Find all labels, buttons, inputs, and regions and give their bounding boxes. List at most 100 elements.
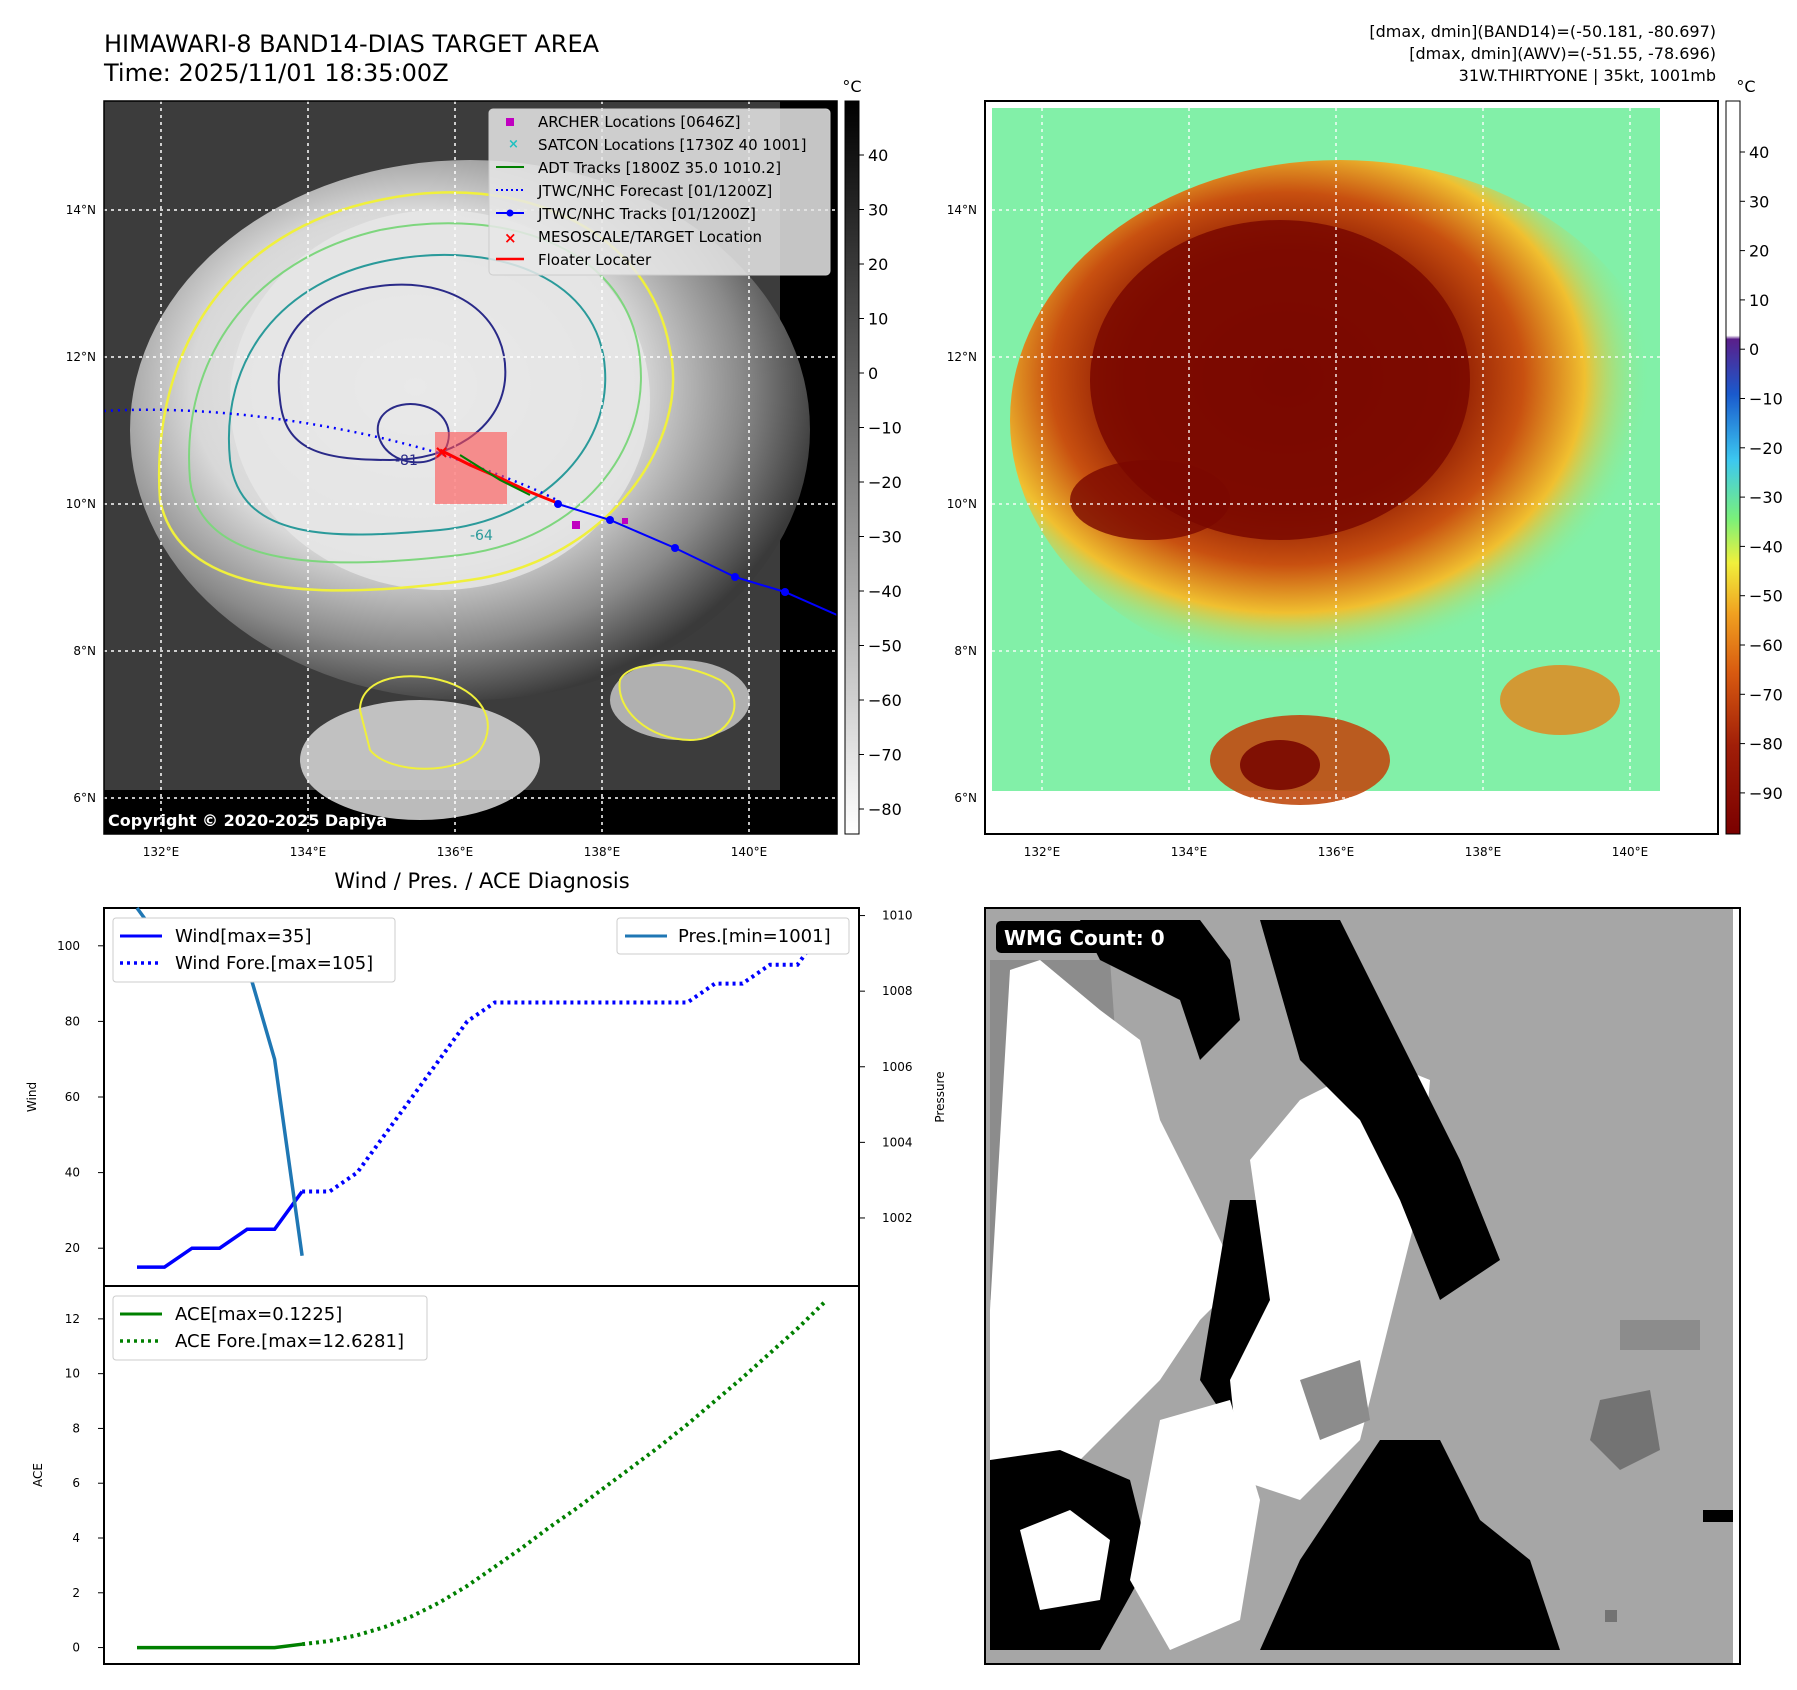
colorbar-right-tick: −80 xyxy=(1749,735,1783,754)
wmg-count-label: WMG Count: 0 xyxy=(1004,926,1165,950)
info-line-3: 31W.THIRTYONE | 35kt, 1001mb xyxy=(1459,66,1716,85)
figure-title: HIMAWARI-8 BAND14-DIAS TARGET AREA xyxy=(104,30,600,58)
map1-lat-tick-1: 14°N xyxy=(66,203,96,217)
legend-item-target: MESOSCALE/TARGET Location xyxy=(538,228,762,246)
colorbar-left-tick: −50 xyxy=(868,637,902,656)
info-line-2: [dmax, dmin](AWV)=(-51.55, -78.696) xyxy=(1409,44,1716,63)
colorbar-right-tick: −20 xyxy=(1749,439,1783,458)
legend-item-jtwc-forecast: JTWC/NHC Forecast [01/1200Z] xyxy=(537,182,772,200)
colorbar-left-unit: °C xyxy=(842,77,861,96)
colorbar-right: °C 40 30 20 10 0 −10 −20 −30 −40 −50 −60 −70 −80 −90 xyxy=(1725,77,1783,835)
wind-ytick: 80 xyxy=(65,1014,80,1028)
pres-ylabel: Pressure xyxy=(933,1071,947,1122)
colorbar-left-tick: 20 xyxy=(868,255,888,274)
map1-lon-tick-4: 138°E xyxy=(584,845,621,859)
wind-pres-panel: Wind Pressure 100 80 60 40 20 1010 1008 1006 10… xyxy=(25,906,947,1287)
pres-ytick: 1006 xyxy=(882,1060,913,1074)
contour-label-2: -64 xyxy=(470,528,493,544)
colorbar-right-tick: −60 xyxy=(1749,636,1783,655)
colorbar-right-tick: 40 xyxy=(1749,143,1769,162)
legend-wind: Wind[max=35] xyxy=(175,926,312,947)
colorbar-right-tick: 10 xyxy=(1749,291,1769,310)
colorbar-left-tick: −10 xyxy=(868,419,902,438)
colorbar-right-tick: −30 xyxy=(1749,488,1783,507)
diag-title: Wind / Pres. / ACE Diagnosis xyxy=(334,869,629,893)
pres-ytick: 1010 xyxy=(882,909,913,923)
colorbar-left-tick: 30 xyxy=(868,201,888,220)
colorbar-right-tick: −70 xyxy=(1749,685,1783,704)
pres-ytick: 1002 xyxy=(882,1211,913,1225)
ace-series-line-1 xyxy=(301,1300,827,1647)
map1-lat-tick-5: 6°N xyxy=(73,791,96,805)
map2-lat-tick-1: 14°N xyxy=(947,203,977,217)
map2-lat-tick-3: 10°N xyxy=(947,497,977,511)
ace-ytick: 6 xyxy=(72,1476,80,1490)
colorbar-left-tick: 40 xyxy=(868,146,888,165)
info-line-1: [dmax, dmin](BAND14)=(-50.181, -80.697) xyxy=(1369,22,1716,41)
colorbar-left-tick: −40 xyxy=(868,582,902,601)
colorbar-left-tick: −80 xyxy=(868,800,902,819)
map1-lat-tick-3: 10°N xyxy=(66,497,96,511)
map2-lon-tick-5: 140°E xyxy=(1612,845,1649,859)
colorbar-right-tick: 0 xyxy=(1749,340,1759,359)
map2-lon-tick-3: 136°E xyxy=(1318,845,1355,859)
map-legend: × × ARCHER Locations [0646Z] SATCON Loca… xyxy=(488,108,831,276)
ace-ylabel: ACE xyxy=(31,1463,45,1487)
ir-map-panel: -81 -64 × C xyxy=(66,100,838,859)
colorbar-left: °C 40 30 20 10 0 −10 −20 −30 −40 −50 −60 −70 −80 xyxy=(842,77,902,835)
colorbar-right-tick: −50 xyxy=(1749,587,1783,606)
legend-item-floater: Floater Locater xyxy=(538,251,652,269)
legend-wind-fore: Wind Fore.[max=105] xyxy=(175,953,373,974)
colorbar-right-tick: 20 xyxy=(1749,242,1769,261)
colorbar-right-tick: −10 xyxy=(1749,390,1783,409)
legend-ace-fore: ACE Fore.[max=12.6281] xyxy=(175,1331,404,1352)
archer-marker-2 xyxy=(622,518,628,524)
ace-ytick: 8 xyxy=(72,1421,80,1435)
ace-ytick: 4 xyxy=(72,1531,80,1545)
svg-text:×: × xyxy=(508,137,519,152)
wmg-panel: WMG Count: 0 xyxy=(984,907,1741,1665)
wind-ytick: 20 xyxy=(65,1241,80,1255)
colorbar-left-tick: −70 xyxy=(868,746,902,765)
colorbar-right-tick: 30 xyxy=(1749,192,1769,211)
colorbar-right-tick: −40 xyxy=(1749,537,1783,556)
copyright-label: Copyright © 2020-2025 Dapiya xyxy=(108,811,387,830)
contour-label-1: -81 xyxy=(395,453,418,469)
map2-lat-tick-2: 12°N xyxy=(947,350,977,364)
colorbar-left-tick: 0 xyxy=(868,364,878,383)
colorbar-right-tick: −90 xyxy=(1749,784,1783,803)
colorbar-left-tick: −20 xyxy=(868,473,902,492)
colorbar-left-tick: −30 xyxy=(868,528,902,547)
wind-ytick: 40 xyxy=(65,1166,80,1180)
map1-lat-tick-4: 8°N xyxy=(73,644,96,658)
color-map-panel: 132°E 134°E 136°E 138°E 140°E 14°N 12°N … xyxy=(947,100,1719,859)
legend-item-jtwc-tracks: JTWC/NHC Tracks [01/1200Z] xyxy=(537,205,756,223)
map1-lon-tick-1: 132°E xyxy=(143,845,180,859)
map2-lon-tick-1: 132°E xyxy=(1024,845,1061,859)
colorbar-left-tick: 10 xyxy=(868,310,888,329)
legend-item-adt: ADT Tracks [1800Z 35.0 1010.2] xyxy=(538,159,781,177)
legend-item-archer: ARCHER Locations [0646Z] xyxy=(538,113,741,131)
jtwc-track-line xyxy=(557,503,837,616)
map2-lat-tick-5: 6°N xyxy=(954,791,977,805)
ace-ytick: 10 xyxy=(65,1367,80,1381)
floater-locater-line xyxy=(439,448,556,504)
series-line-0 xyxy=(137,1190,304,1269)
legend-ace: ACE[max=0.1225] xyxy=(175,1304,342,1325)
colorbar-right-unit: °C xyxy=(1736,77,1755,96)
ace-panel: ACE 12 10 8 6 4 2 0 ACE[max=0.1225] ACE Fore.[… xyxy=(31,1285,860,1665)
pres-ytick: 1008 xyxy=(882,984,913,998)
ace-series-line-0 xyxy=(137,1642,303,1650)
figure-time: Time: 2025/11/01 18:35:00Z xyxy=(103,59,449,87)
ace-ytick: 0 xyxy=(72,1641,80,1655)
legend-pres: Pres.[min=1001] xyxy=(678,926,831,947)
wind-ytick: 100 xyxy=(57,939,80,953)
svg-text:×: × xyxy=(504,229,517,247)
pres-ytick: 1004 xyxy=(882,1135,913,1149)
colorbar-left-tick: −60 xyxy=(868,691,902,710)
map2-lon-tick-2: 134°E xyxy=(1171,845,1208,859)
legend-item-satcon: SATCON Locations [1730Z 40 1001] xyxy=(538,136,806,154)
map1-lon-tick-3: 136°E xyxy=(437,845,474,859)
floater-box xyxy=(435,432,507,504)
